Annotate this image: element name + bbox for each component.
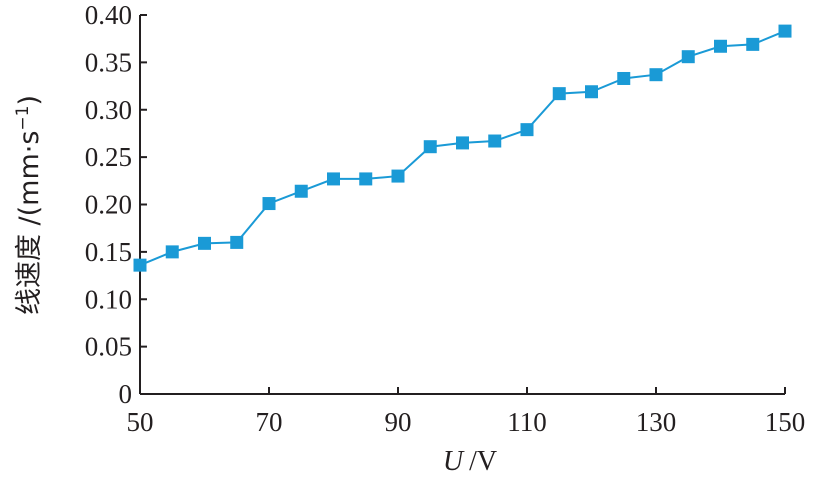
- data-point: [649, 68, 663, 82]
- series-markers: [133, 24, 792, 272]
- data-point: [778, 24, 792, 38]
- data-point: [359, 172, 373, 186]
- y-tick-label: 0.10: [85, 284, 132, 314]
- data-point: [488, 134, 502, 148]
- x-tick-label: 150: [765, 407, 806, 437]
- data-point: [262, 197, 276, 211]
- y-axis-label: 线速度 /(mm·s−1): [13, 95, 45, 315]
- data-point: [165, 245, 179, 259]
- x-axis-variable: U: [443, 446, 465, 477]
- y-axis-label-superscript: −1: [13, 106, 33, 131]
- y-tick-label: 0.35: [85, 47, 132, 77]
- plot-area: [133, 24, 792, 272]
- data-point: [230, 235, 244, 249]
- axes: [139, 15, 785, 395]
- y-tick-label: 0.15: [85, 237, 132, 267]
- data-point: [681, 50, 695, 64]
- x-tick-label: 90: [385, 407, 412, 437]
- data-point: [714, 39, 727, 53]
- y-tick-label: 0: [119, 379, 133, 409]
- data-point: [423, 140, 437, 154]
- data-point: [327, 172, 340, 186]
- data-point: [585, 85, 598, 99]
- data-point: [294, 184, 308, 198]
- x-ticks: 50 70 90 110 130 150: [127, 387, 806, 437]
- y-tick-label: 0.30: [85, 95, 132, 125]
- y-tick-label: 0.05: [85, 332, 132, 362]
- data-point: [617, 71, 631, 85]
- y-tick-label: 0.20: [85, 190, 132, 220]
- x-axis-unit: /V: [469, 446, 497, 477]
- y-tick-label: 0.25: [85, 142, 132, 172]
- x-axis-label: U/V: [443, 446, 497, 477]
- x-tick-label: 50: [127, 407, 154, 437]
- data-point: [746, 37, 760, 51]
- data-point: [552, 87, 566, 101]
- data-point: [456, 136, 469, 150]
- y-tick-label: 0.40: [85, 0, 132, 30]
- y-axis-label-close: ): [14, 95, 45, 106]
- data-point: [391, 169, 405, 183]
- x-tick-label: 70: [256, 407, 283, 437]
- data-point: [520, 123, 534, 137]
- data-point: [133, 258, 147, 272]
- y-axis-label-main: 线速度 /(mm·s: [14, 131, 45, 315]
- data-point: [198, 236, 211, 250]
- x-tick-label: 110: [507, 407, 547, 437]
- x-tick-label: 130: [636, 407, 677, 437]
- y-ticks: 0 0.05 0.10 0.15 0.20 0.25 0.30 0.35 0.40: [85, 0, 147, 409]
